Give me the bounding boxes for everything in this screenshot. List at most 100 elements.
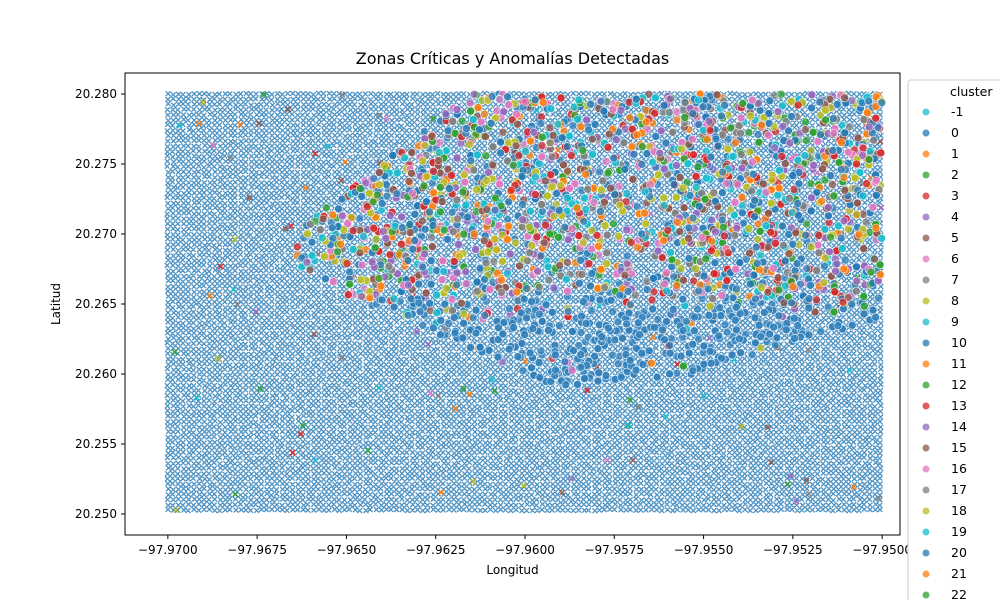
cluster-point [422,172,432,181]
cluster-point [504,344,514,354]
cluster-point [649,323,659,332]
cluster-point [785,193,794,203]
cluster-point [844,224,853,234]
cluster-point [694,95,703,105]
cluster-point [830,287,840,297]
cluster-point [549,283,559,293]
cluster-point [756,343,766,353]
cluster-point [583,184,593,194]
cluster-point [615,200,625,210]
cluster-point [371,234,381,244]
cluster-point [337,194,347,204]
cluster-point [551,350,560,360]
cluster-point [859,292,869,301]
cluster-point [613,317,623,327]
cluster-point [525,348,535,358]
cluster-point [727,350,737,360]
cluster-point [588,134,597,144]
cluster-point [852,159,861,169]
cluster-point [537,141,547,151]
legend-marker [921,569,931,579]
cluster-point [793,199,803,208]
cluster-point [712,90,722,100]
cluster-point [806,280,815,290]
cluster-point [560,357,570,367]
cluster-point [496,137,505,147]
cluster-point [847,299,857,309]
cluster-point [522,284,531,293]
cluster-point [713,141,723,151]
legend-label: 10 [951,335,967,350]
cluster-point [595,295,605,305]
anomaly-point [804,346,812,354]
cluster-point [750,313,760,323]
cluster-point [405,228,415,237]
x-tick-label: −97.9600 [495,543,555,557]
anomaly-point [603,457,611,464]
cluster-point [482,176,492,185]
cluster-point [333,247,342,257]
cluster-point [688,109,698,118]
legend-marker [921,149,931,159]
cluster-point [498,257,507,266]
cluster-point [755,227,765,236]
cluster-point [652,372,662,382]
cluster-point [773,273,783,283]
cluster-point [434,156,444,165]
anomaly-point [803,477,810,484]
cluster-point [676,264,686,273]
cluster-point [436,182,445,192]
cluster-point [344,290,353,300]
cluster-point [556,93,566,103]
cluster-point [871,312,880,322]
cluster-point [527,241,537,250]
cluster-point [826,171,835,180]
cluster-point [327,223,337,233]
cluster-point [715,303,725,313]
cluster-point [497,275,506,285]
anomaly-point [226,154,234,162]
cluster-point [576,362,586,372]
anomaly-point [558,489,566,496]
cluster-point [465,98,475,108]
anomaly-point [649,334,656,341]
cluster-point [609,219,618,229]
cluster-point [688,213,698,223]
cluster-point [659,236,668,245]
cluster-point [426,279,436,289]
anomaly-point [383,115,391,122]
cluster-point [804,294,814,304]
cluster-point [824,203,833,212]
cluster-point [452,195,462,205]
cluster-point [504,100,514,109]
cluster-point [502,235,512,244]
cluster-point [466,343,475,352]
cluster-point [578,297,588,306]
cluster-point [641,219,651,229]
anomaly-point [805,490,813,497]
cluster-point [390,221,400,231]
cluster-point [679,361,688,371]
cluster-point [484,345,494,355]
cluster-point [699,341,709,351]
cluster-point [458,187,468,197]
cluster-point [786,97,796,106]
legend-label: 1 [951,146,959,161]
x-tick-label: −97.9650 [317,543,377,557]
cluster-point [602,259,611,268]
cluster-point [699,271,709,281]
cluster-point [400,153,409,163]
cluster-point [801,117,810,127]
cluster-point [528,324,538,333]
cluster-point [522,313,531,323]
cluster-point [468,115,478,124]
cluster-point [761,221,771,230]
legend-marker [921,380,931,390]
cluster-point [567,224,577,233]
cluster-point [829,114,838,123]
cluster-point [546,170,556,179]
cluster-point [819,278,829,288]
anomaly-point [662,413,670,420]
cluster-point [659,201,669,210]
cluster-point [840,255,850,265]
